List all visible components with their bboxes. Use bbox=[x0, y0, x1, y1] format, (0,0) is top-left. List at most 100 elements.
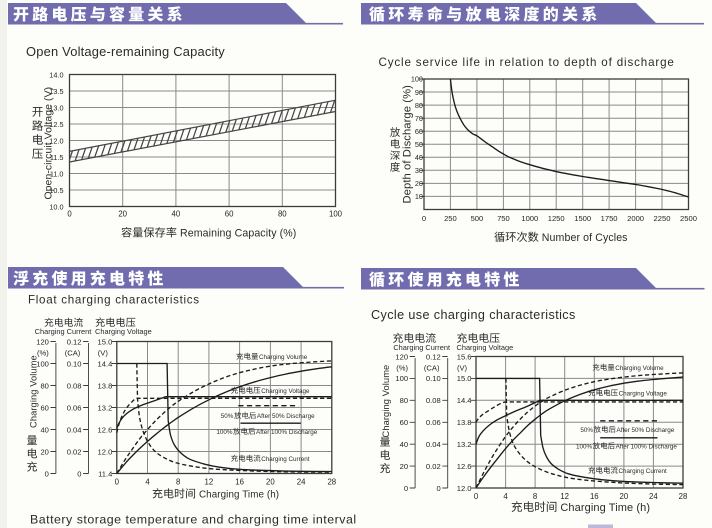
svg-text:14.0: 14.0 bbox=[49, 70, 63, 79]
svg-text:2000: 2000 bbox=[627, 214, 644, 223]
svg-text:13.8: 13.8 bbox=[98, 381, 113, 390]
svg-text:50%: 50% bbox=[580, 427, 593, 434]
svg-text:13.0: 13.0 bbox=[49, 103, 63, 112]
svg-text:40: 40 bbox=[40, 425, 48, 434]
svg-text:0.06: 0.06 bbox=[426, 418, 441, 427]
svg-text:Charging Volume: Charging Volume bbox=[259, 354, 308, 361]
svg-text:11.4: 11.4 bbox=[98, 469, 112, 478]
svg-text:100%: 100% bbox=[576, 444, 593, 451]
svg-text:Remaining Capacity (%): Remaining Capacity (%) bbox=[180, 228, 296, 240]
svg-text:40: 40 bbox=[172, 210, 181, 219]
svg-text:16: 16 bbox=[590, 492, 599, 501]
svg-text:24: 24 bbox=[649, 492, 658, 501]
svg-text:30: 30 bbox=[415, 166, 423, 175]
svg-text:40: 40 bbox=[400, 440, 408, 449]
svg-text:After 50% Discharge: After 50% Discharge bbox=[617, 427, 675, 434]
svg-text:750: 750 bbox=[497, 214, 510, 223]
svg-text:120: 120 bbox=[395, 352, 408, 361]
svg-text:12: 12 bbox=[205, 478, 214, 487]
svg-text:12: 12 bbox=[560, 492, 569, 501]
svg-text:Charging Current: Charging Current bbox=[35, 327, 92, 336]
svg-text:20: 20 bbox=[415, 179, 423, 188]
svg-text:1250: 1250 bbox=[548, 214, 565, 223]
svg-text:(CA): (CA) bbox=[424, 363, 440, 372]
svg-text:80: 80 bbox=[40, 381, 48, 390]
svg-text:0: 0 bbox=[77, 469, 81, 478]
svg-text:500: 500 bbox=[471, 214, 484, 223]
svg-text:0.02: 0.02 bbox=[426, 462, 441, 471]
svg-text:12.6: 12.6 bbox=[98, 425, 113, 434]
svg-text:20: 20 bbox=[266, 478, 275, 487]
svg-text:14.4: 14.4 bbox=[98, 359, 113, 368]
svg-text:80: 80 bbox=[278, 210, 287, 219]
svg-text:120: 120 bbox=[36, 337, 49, 346]
svg-text:4: 4 bbox=[145, 478, 150, 487]
svg-text:12.0: 12.0 bbox=[457, 484, 472, 493]
svg-text:1500: 1500 bbox=[574, 214, 591, 223]
svg-text:4: 4 bbox=[503, 492, 508, 501]
svg-text:(V): (V) bbox=[98, 348, 109, 357]
svg-text:0.02: 0.02 bbox=[67, 447, 82, 456]
svg-text:8: 8 bbox=[533, 492, 537, 501]
svg-text:0.04: 0.04 bbox=[67, 425, 82, 434]
svg-text:60: 60 bbox=[400, 418, 408, 427]
svg-text:100%: 100% bbox=[216, 429, 233, 436]
svg-text:Charging Current: Charging Current bbox=[619, 468, 668, 475]
svg-text:90: 90 bbox=[415, 88, 423, 97]
svg-text:Depth of Discharge (%): Depth of Discharge (%) bbox=[402, 85, 414, 204]
svg-text:60: 60 bbox=[225, 210, 234, 219]
svg-text:1750: 1750 bbox=[601, 214, 618, 223]
svg-text:1000: 1000 bbox=[521, 214, 538, 223]
svg-text:0: 0 bbox=[115, 478, 120, 487]
svg-text:28: 28 bbox=[679, 492, 688, 501]
svg-text:Charging Voltage: Charging Voltage bbox=[261, 388, 310, 395]
svg-text:0: 0 bbox=[474, 492, 479, 501]
svg-text:0.12: 0.12 bbox=[67, 337, 82, 346]
svg-text:12.0: 12.0 bbox=[49, 136, 63, 145]
svg-text:13.2: 13.2 bbox=[98, 403, 113, 412]
svg-text:50%: 50% bbox=[221, 413, 234, 420]
svg-text:Open Voltage-remaining Capacit: Open Voltage-remaining Capacity bbox=[26, 44, 225, 59]
svg-text:12.5: 12.5 bbox=[49, 120, 63, 129]
svg-text:16: 16 bbox=[235, 478, 244, 487]
svg-text:Charging Time (h): Charging Time (h) bbox=[199, 490, 279, 501]
svg-text:Charging Volume: Charging Volume bbox=[29, 355, 39, 428]
svg-text:0.10: 0.10 bbox=[67, 359, 82, 368]
svg-text:12.0: 12.0 bbox=[98, 447, 113, 456]
svg-text:0.04: 0.04 bbox=[426, 440, 441, 449]
svg-text:After 50% Discharge: After 50% Discharge bbox=[257, 413, 315, 420]
svg-text:50: 50 bbox=[415, 140, 423, 149]
svg-text:0.08: 0.08 bbox=[67, 381, 82, 390]
svg-text:250: 250 bbox=[444, 214, 457, 223]
svg-text:(CA): (CA) bbox=[65, 348, 81, 357]
svg-text:0: 0 bbox=[404, 484, 408, 493]
svg-text:Open-circuit Voltage (V): Open-circuit Voltage (V) bbox=[44, 87, 55, 200]
svg-text:10.5: 10.5 bbox=[49, 186, 63, 195]
svg-text:0.08: 0.08 bbox=[426, 396, 441, 405]
svg-text:Charging Volume: Charging Volume bbox=[615, 365, 664, 372]
svg-text:Charging Voltage: Charging Voltage bbox=[619, 391, 668, 398]
svg-text:70: 70 bbox=[415, 114, 423, 123]
svg-text:14.4: 14.4 bbox=[457, 396, 472, 405]
svg-text:0: 0 bbox=[45, 469, 49, 478]
svg-text:0: 0 bbox=[67, 210, 72, 219]
svg-text:10: 10 bbox=[415, 192, 423, 201]
svg-text:Charging Current: Charging Current bbox=[393, 343, 450, 352]
svg-text:Number of Cycles: Number of Cycles bbox=[542, 232, 628, 244]
svg-text:0: 0 bbox=[422, 214, 426, 223]
svg-text:80: 80 bbox=[400, 396, 408, 405]
svg-text:100: 100 bbox=[329, 210, 343, 219]
svg-text:Charging Current: Charging Current bbox=[261, 456, 310, 463]
svg-text:11.5: 11.5 bbox=[50, 153, 64, 162]
svg-text:(V): (V) bbox=[457, 363, 468, 372]
svg-text:0.06: 0.06 bbox=[67, 403, 82, 412]
svg-text:8: 8 bbox=[176, 478, 180, 487]
svg-text:11.0: 11.0 bbox=[50, 169, 64, 178]
svg-text:15.0: 15.0 bbox=[457, 374, 472, 383]
svg-text:Cycle use charging characteris: Cycle use charging characteristics bbox=[371, 308, 576, 322]
svg-text:Charging Time (h): Charging Time (h) bbox=[560, 502, 650, 514]
svg-text:Battery storage temperature an: Battery storage temperature and charging… bbox=[30, 513, 357, 527]
svg-text:13.8: 13.8 bbox=[457, 418, 472, 427]
svg-text:20: 20 bbox=[400, 462, 408, 471]
svg-text:12.6: 12.6 bbox=[457, 462, 472, 471]
